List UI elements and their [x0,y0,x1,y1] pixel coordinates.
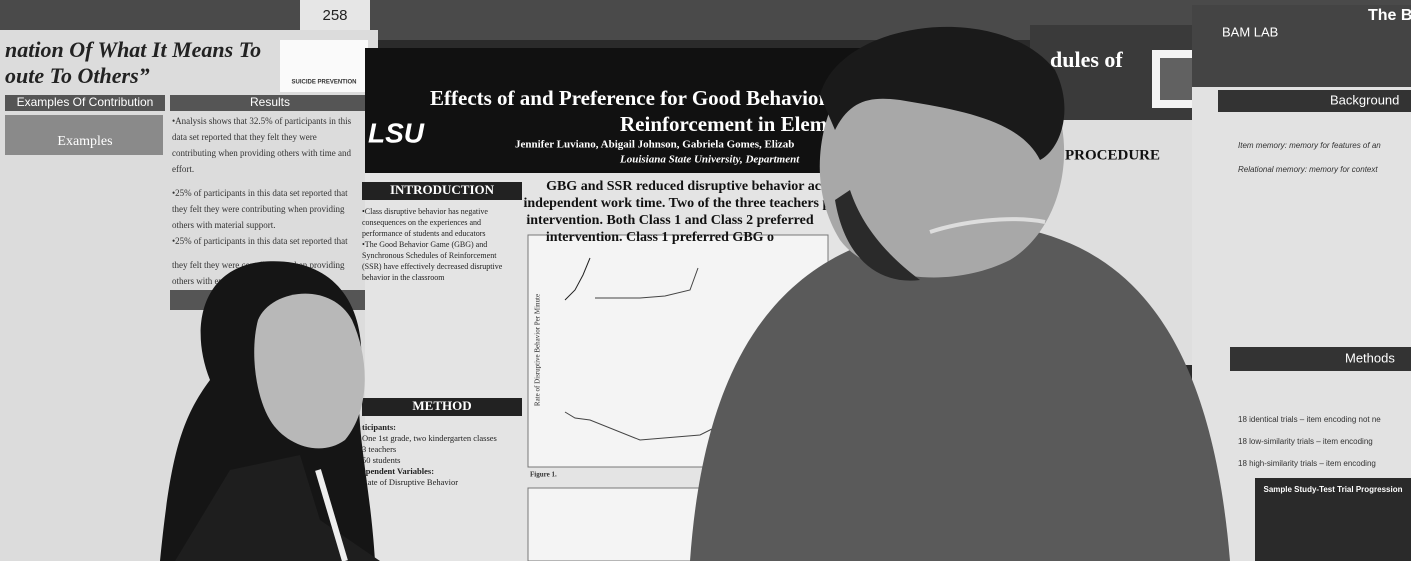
logo-text: LSU [368,117,425,148]
bullet-line: 18 low-similarity trials – item encoding [1238,437,1373,446]
figure-panel [1255,478,1411,561]
authors: Jennifer Luviano, Abigail Johnson, Gabri… [515,139,794,151]
section-bar [1230,347,1411,371]
axis-label: Rate of Disruptive Behavior Per Minute [534,294,542,406]
section-title: Background [1330,92,1399,107]
tag-number: 258 [322,7,347,24]
logo-box [280,40,368,92]
summary-line: GBG and SSR reduced disruptive behavior … [546,179,834,194]
man-hair [820,26,1065,160]
section-title: INTRODUCTION [390,182,495,197]
poster-title: The B [1368,7,1411,24]
poster-title: Effects of and Preference for Good Behav… [430,86,877,110]
tag-card [300,0,370,30]
result-line: •25% of participants in this data set re… [172,236,348,246]
method-line: 3 teachers [362,444,396,454]
method-line: ependent Variables: [362,466,434,476]
result-line: others with material support. [172,220,275,230]
intro-line: Synchronous Schedules of Reinforcement [362,251,497,260]
bullet-line: 18 high-similarity trials – item encodin… [1238,459,1376,468]
method-line: Rate of Disruptive Behavior [362,477,458,487]
lanyard [315,469,348,561]
summary-line: intervention. Class 1 preferred GBG o [546,230,774,245]
result-line: •Analysis shows that 32.5% of participan… [172,116,352,126]
section-title: Examples Of Contribution [17,95,154,109]
logo-text: SUICIDE PREVENTION [291,80,356,86]
section-bar [1218,90,1411,112]
section-title: PROCEDURE [1065,147,1160,163]
far-poster [1192,5,1411,561]
section-title: Methods [1345,350,1395,365]
figure-title: Sample Study-Test Trial Progression [1264,485,1403,494]
bullet-line: 18 identical trials – item encoding not … [1238,415,1381,424]
man-shirt [690,225,1230,561]
man-beard [835,190,920,281]
woman-face [254,293,365,449]
section-bar [5,95,165,111]
method-line: One 1st grade, two kindergarten classes [362,433,497,443]
summary-line: intervention. Both Class 1 and Class 2 p… [526,213,813,228]
figure-line [595,267,699,299]
section-bar [362,398,522,416]
intro-line: •Class disruptive behavior has negative [362,207,488,216]
poster-title: oute To Others” [5,63,150,88]
necklace [929,217,1046,234]
section-bar [170,95,370,111]
result-line: contributing when providing others with … [172,148,351,158]
intro-line: (SSR) have effectively decreased disrupt… [362,262,503,271]
figure-line [564,411,721,441]
figure-line [564,257,591,301]
poster-title: dules of [1050,47,1123,72]
woman-top [175,455,380,561]
poster-header [1192,5,1411,87]
section-title: Results [250,95,290,109]
lab-name: BAM LAB [1222,24,1278,39]
result-line: they felt they were contributing when pr… [172,204,345,214]
section-title: METHOD [412,398,471,413]
summary-line: independent work time. Two of the three … [523,196,836,211]
method-line: 50 students [362,455,401,465]
result-line: data set reported that they felt they we… [172,132,317,142]
bullet-line: Relational memory: memory for context [1238,165,1378,174]
intro-line: consequences on the experiences and [362,218,481,227]
examples-box [5,115,163,155]
subheading: Examples [57,134,112,149]
intro-line: behavior in the classroom [362,273,445,282]
figure-caption: Figure 1. [530,471,557,479]
intro-line: •The Good Behavior Game (GBG) and [362,240,487,249]
affiliation: Louisiana State University, Department [619,154,800,166]
result-line: •25% of participants in this data set re… [172,188,348,198]
method-line: ticipants: [362,422,396,432]
poster-title: nation Of What It Means To [5,37,261,62]
intro-line: performance of students and educators [362,229,486,238]
bullet-line: Item memory: memory for features of an [1238,141,1381,150]
result-line: effort. [172,164,194,174]
section-bar [362,182,522,200]
